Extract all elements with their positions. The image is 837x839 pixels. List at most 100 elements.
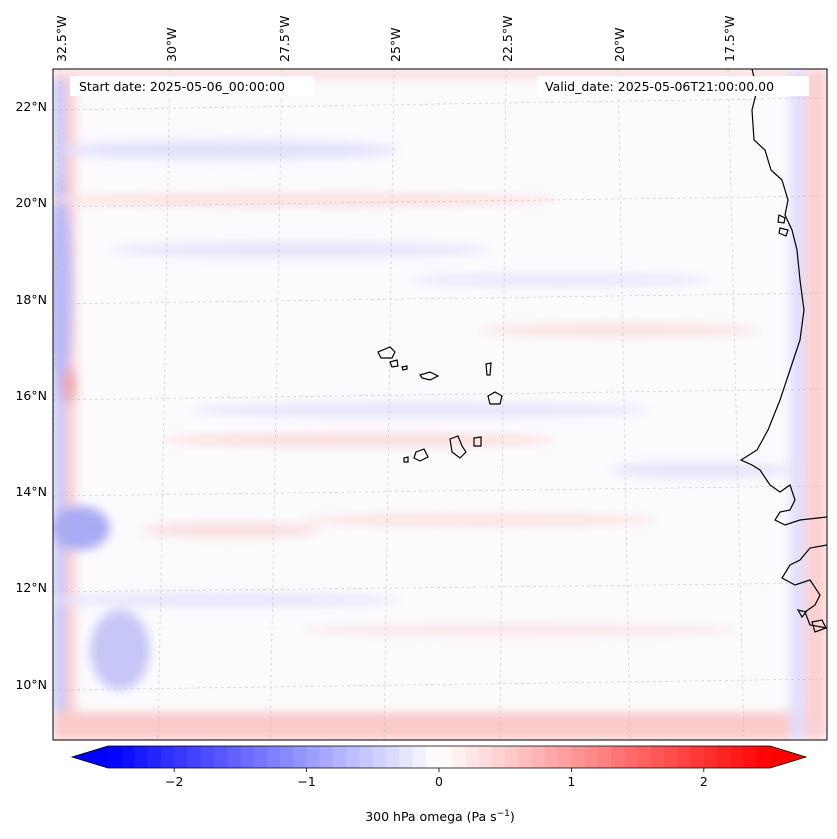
graticule <box>53 69 827 740</box>
colorbar-segment <box>505 746 520 768</box>
colorbar-segment <box>280 746 294 768</box>
lat-label-14n: 14°N <box>15 484 47 499</box>
colorbar-segment <box>597 746 612 768</box>
island-santa-luzia <box>401 365 408 371</box>
colorbar-segment <box>743 746 758 768</box>
colorbar-segment <box>412 746 427 768</box>
cape-verde-islands <box>377 346 503 463</box>
colorbar-ticks: −2 −1 0 1 2 <box>165 768 708 789</box>
colorbar-segment <box>386 746 400 768</box>
colorbar-title: 300 hPa omega (Pa s−1) <box>365 809 515 824</box>
island-santiago <box>449 435 467 459</box>
colorbar-high-extend <box>770 746 806 768</box>
colorbar-segment <box>611 746 625 768</box>
island-boa-vista <box>487 391 503 405</box>
colorbar-tick-label: 1 <box>567 774 575 789</box>
guinea-bissau-coastline <box>781 544 827 629</box>
start-date-label: Start date: 2025-05-06_00:00:00 <box>79 79 285 94</box>
colorbar-segment <box>558 746 572 768</box>
lat-label-12n: 12°N <box>15 580 47 595</box>
island-santo-antao <box>377 346 396 359</box>
colorbar-segment <box>346 746 361 768</box>
start-date-box <box>70 76 314 96</box>
lat-label-18n: 18°N <box>15 292 47 307</box>
colorbar-segment <box>333 746 347 768</box>
colorbar-segment <box>134 746 149 768</box>
colorbar-segment <box>518 746 533 768</box>
map-area <box>53 69 827 740</box>
colorbar-segment <box>319 746 334 768</box>
colorbar-tick-label: 2 <box>700 774 708 789</box>
colorbar-segment <box>465 746 480 768</box>
colorbar-segment <box>717 746 731 768</box>
colorbar-segment <box>690 746 705 768</box>
africa-coastline <box>739 69 827 526</box>
valid-date-box <box>537 76 809 96</box>
lon-label-27-5w: 27.5°W <box>277 16 292 62</box>
colorbar-segment <box>121 746 136 768</box>
lat-label-22n: 22°N <box>15 99 47 114</box>
valid-date-label: Valid_date: 2025-05-06T21:00:00.00 <box>545 79 774 94</box>
colorbar-segment <box>677 746 692 768</box>
island-maio <box>473 436 482 447</box>
colorbar-segment <box>359 746 374 768</box>
colorbar-segment <box>531 746 546 768</box>
colorbar-segment <box>637 746 652 768</box>
colorbar-segment <box>491 746 506 768</box>
colorbar-segment <box>108 746 122 768</box>
lon-label-22-5w: 22.5°W <box>500 16 515 62</box>
colorbar-segment <box>478 746 493 768</box>
colorbar-segment <box>266 746 281 768</box>
lat-label-16n: 16°N <box>15 388 47 403</box>
colorbar-segment <box>756 746 771 768</box>
colorbar-tick-label: −1 <box>297 774 315 789</box>
island-fogo <box>413 448 429 462</box>
longitude-labels: 32.5°W 30°W 27.5°W 25°W 22.5°W 20°W 17.5… <box>54 16 737 62</box>
colorbar-segment <box>160 746 175 768</box>
map-frame <box>52 68 828 741</box>
lat-label-10n: 10°N <box>15 677 47 692</box>
colorbar-tick-label: 0 <box>435 774 443 789</box>
lon-label-20w: 20°W <box>612 27 627 62</box>
lon-label-32-5w: 32.5°W <box>54 16 69 62</box>
colorbar-segment <box>174 746 189 768</box>
colorbar-segments <box>108 746 771 768</box>
colorbar-segment <box>227 746 241 768</box>
latitude-labels: 22°N 20°N 18°N 16°N 14°N 12°N 10°N <box>15 99 47 692</box>
coastline <box>739 69 827 633</box>
colorbar-segment <box>399 746 414 768</box>
colorbar-segment <box>730 746 745 768</box>
island-sao-nicolau <box>419 371 440 381</box>
colorbar-segment <box>584 746 599 768</box>
lat-label-20n: 20°N <box>15 195 47 210</box>
colorbar-segment <box>439 746 453 768</box>
colorbar-segment <box>306 746 321 768</box>
colorbar-segment <box>624 746 639 768</box>
colorbar-segment <box>703 746 718 768</box>
colorbar-segment <box>544 746 559 768</box>
island-brava <box>403 456 409 463</box>
header-boxes <box>70 76 809 96</box>
island-sal <box>485 362 492 376</box>
omega-field <box>53 69 827 740</box>
colorbar: −2 −1 0 1 2 300 hPa omega (Pa s−1) <box>70 745 808 824</box>
colorbar-segment <box>200 746 215 768</box>
colorbar-outline <box>70 745 808 769</box>
colorbar-segment <box>650 746 665 768</box>
colorbar-segment <box>187 746 202 768</box>
colorbar-segment <box>425 746 440 768</box>
lon-label-30w: 30°W <box>164 27 179 62</box>
colorbar-segment <box>253 746 268 768</box>
colorbar-segment <box>571 746 586 768</box>
colorbar-segment <box>452 746 467 768</box>
colorbar-segment <box>372 746 387 768</box>
lon-label-17-5w: 17.5°W <box>722 16 737 62</box>
lon-label-25w: 25°W <box>388 27 403 62</box>
island-sao-vicente <box>389 359 399 368</box>
colorbar-segment <box>293 746 308 768</box>
colorbar-low-extend <box>72 746 108 768</box>
colorbar-segment <box>240 746 255 768</box>
colorbar-segment <box>213 746 228 768</box>
colorbar-segment <box>664 746 678 768</box>
